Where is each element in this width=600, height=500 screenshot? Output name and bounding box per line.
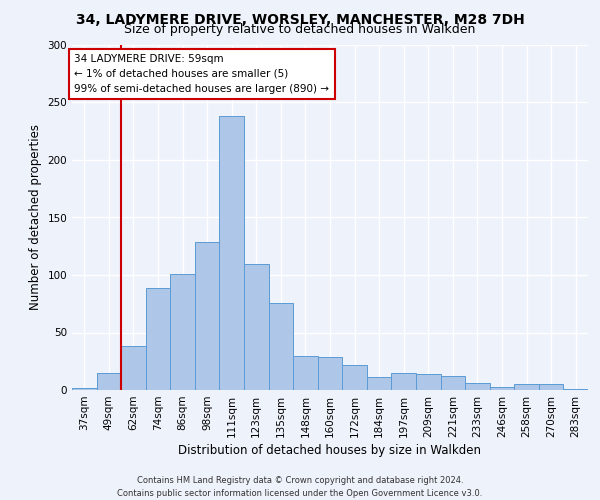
Bar (220, 116, 244, 390)
Text: 34 LADYMERE DRIVE: 59sqm
← 1% of detached houses are smaller (5)
99% of semi-det: 34 LADYMERE DRIVE: 59sqm ← 1% of detache… (74, 54, 329, 94)
Bar (342, 364, 367, 390)
Bar (97, 373, 121, 390)
Bar (465, 383, 490, 390)
Bar (563, 389, 588, 390)
Y-axis label: Number of detached properties: Number of detached properties (29, 124, 42, 310)
Bar (367, 378, 391, 390)
Bar (195, 242, 220, 390)
Bar (146, 288, 170, 390)
Text: 34, LADYMERE DRIVE, WORSLEY, MANCHESTER, M28 7DH: 34, LADYMERE DRIVE, WORSLEY, MANCHESTER,… (76, 12, 524, 26)
Bar (440, 376, 465, 390)
Bar (170, 274, 195, 390)
Text: Contains HM Land Registry data © Crown copyright and database right 2024.
Contai: Contains HM Land Registry data © Crown c… (118, 476, 482, 498)
Bar (514, 384, 539, 390)
Bar (416, 374, 440, 390)
Bar (539, 384, 563, 390)
Bar (490, 386, 514, 390)
Bar (244, 264, 269, 390)
Bar (269, 302, 293, 390)
X-axis label: Distribution of detached houses by size in Walkden: Distribution of detached houses by size … (179, 444, 482, 457)
Bar (391, 373, 416, 390)
Bar (72, 388, 97, 390)
Bar (318, 356, 342, 390)
Bar (121, 346, 146, 390)
Bar (293, 356, 318, 390)
Text: Size of property relative to detached houses in Walkden: Size of property relative to detached ho… (124, 22, 476, 36)
